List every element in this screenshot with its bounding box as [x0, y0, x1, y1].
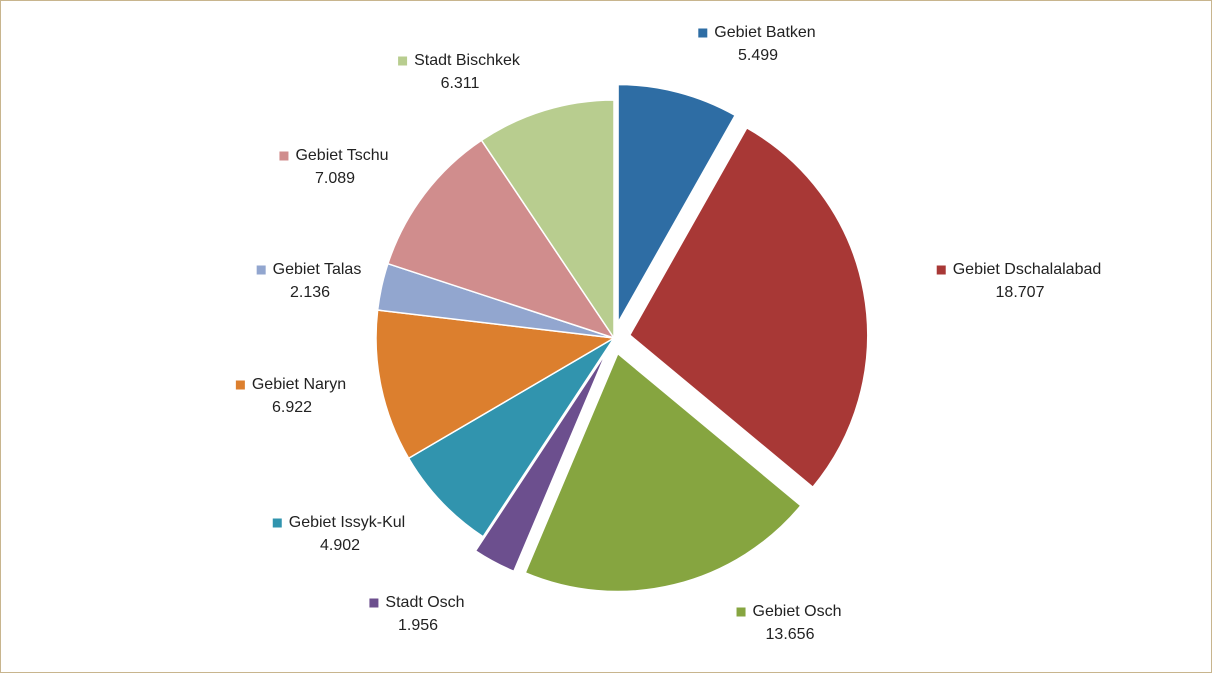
data-label: 18.707 [996, 284, 1045, 301]
pie-slice [386, 139, 616, 340]
legend-label: Gebiet Batken [714, 24, 815, 41]
legend-label: Gebiet Talas [273, 261, 362, 278]
legend-label: Stadt Bischkek [414, 52, 521, 69]
legend-swatch [272, 518, 282, 528]
pie-slice [617, 83, 737, 326]
data-label: 7.089 [315, 170, 355, 187]
legend-swatch [256, 265, 266, 275]
legend-swatch [936, 265, 946, 275]
data-label: 5.499 [738, 47, 778, 64]
legend-label: Gebiet Dschalalabad [953, 261, 1102, 278]
legend-label: Stadt Osch [385, 594, 464, 611]
legend-swatch [369, 598, 379, 608]
legend-swatch [736, 607, 746, 617]
legend-swatch [235, 380, 245, 390]
data-label: 13.656 [766, 626, 815, 643]
legend-label: Gebiet Issyk-Kul [289, 514, 405, 531]
pie-slice [407, 337, 615, 538]
data-label: 2.136 [290, 284, 330, 301]
pie-slice [628, 126, 869, 489]
legend-swatch [398, 56, 408, 66]
legend-label: Gebiet Tschu [295, 147, 388, 164]
data-label: 6.922 [272, 399, 312, 416]
legend-label: Gebiet Naryn [252, 376, 346, 393]
data-label: 1.956 [398, 617, 438, 634]
legend-swatch [279, 151, 289, 161]
pie-slice [480, 99, 615, 341]
data-label: 6.311 [441, 75, 480, 92]
pie-slice [524, 352, 802, 593]
legend-label: Gebiet Osch [753, 603, 842, 620]
data-label: 4.902 [320, 537, 360, 554]
pie-slice [474, 351, 608, 573]
legend-swatch [698, 28, 708, 38]
pie-slice [375, 309, 617, 460]
